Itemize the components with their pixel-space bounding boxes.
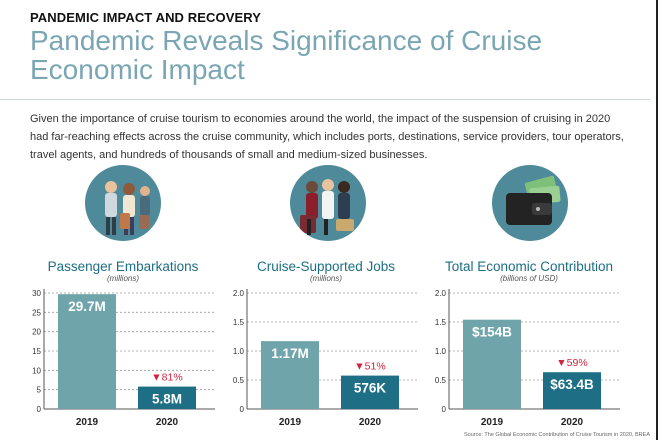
x-tick-label: 2020 <box>561 417 584 428</box>
x-tick-label: 2019 <box>481 417 504 428</box>
bar-2020 <box>543 372 601 409</box>
bar-2019 <box>58 294 116 409</box>
x-tick-label: 2020 <box>156 417 179 428</box>
panel-subtitle-jobs: (millions) <box>310 274 342 283</box>
intro-paragraph: Given the importance of cruise tourism t… <box>30 113 624 161</box>
y-tick-label: 1.5 <box>435 318 447 327</box>
panel-title-contribution: Total Economic Contribution <box>444 259 614 274</box>
chart-cruise-supported-jobs: 0 0.5 1.0 1.5 2.0 1.17M 2019 576K 2020 ▼51% <box>233 289 418 428</box>
source-note: Source: The Global Economic Contribution… <box>464 432 650 438</box>
y-tick-label: 15 <box>32 347 41 356</box>
page-edge-line <box>656 0 658 440</box>
panel-subtitle-contribution: (billions of USD) <box>500 274 558 283</box>
bar-value-label: 29.7M <box>68 299 106 314</box>
crew-icon <box>290 165 366 241</box>
bar-value-label: 5.8M <box>152 392 182 407</box>
bar-2020 <box>341 375 399 409</box>
y-tick-label: 2.0 <box>435 289 447 298</box>
section-kicker: PANDEMIC IMPACT AND RECOVERY <box>30 10 262 25</box>
y-tick-label: 2.0 <box>233 289 245 298</box>
panel-subtitle-embarkations: (millions) <box>107 274 139 283</box>
bar-2019 <box>463 319 521 409</box>
wallet-icon <box>492 165 568 241</box>
y-tick-label: 0.5 <box>233 376 245 385</box>
x-tick-label: 2019 <box>279 417 302 428</box>
y-tick-label: 0 <box>240 405 245 414</box>
x-tick-label: 2019 <box>76 417 99 428</box>
bar-2019 <box>261 341 319 409</box>
x-tick-label: 2020 <box>359 417 382 428</box>
y-tick-label: 0 <box>442 405 447 414</box>
y-tick-label: 0 <box>37 405 42 414</box>
y-tick-label: 30 <box>32 289 41 298</box>
y-tick-label: 1.5 <box>233 318 245 327</box>
bar-value-label: 576K <box>354 381 387 396</box>
bar-2020 <box>138 386 196 409</box>
panel-title-jobs: Cruise-Supported Jobs <box>256 259 396 274</box>
chart-total-economic-contribution: 0 0.5 1.0 1.5 2.0 $154B 2019 $63.4B 2020 ▼59% <box>435 289 620 428</box>
y-tick-label: 5 <box>37 386 42 395</box>
page-title: Pandemic Reveals Significance of Cruise … <box>30 25 543 85</box>
y-tick-label: 20 <box>32 328 41 337</box>
bar-value-label: $154B <box>472 325 512 340</box>
travelers-icon <box>85 165 161 241</box>
y-tick-label: 1.0 <box>233 347 245 356</box>
change-label: ▼81% <box>151 372 182 384</box>
bar-value-label: 1.17M <box>271 346 309 361</box>
y-tick-label: 25 <box>32 308 41 317</box>
y-tick-label: 10 <box>32 366 41 375</box>
chart-passenger-embarkations: 0 5 10 15 20 25 30 29.7M 2019 5.8M 2020 ▼81% <box>32 289 215 428</box>
y-tick-label: 1.0 <box>435 347 447 356</box>
divider <box>0 99 650 100</box>
y-tick-label: 0.5 <box>435 376 447 385</box>
change-label: ▼51% <box>354 361 385 373</box>
panel-title-embarkations: Passenger Embarkations <box>47 259 199 274</box>
bar-value-label: $63.4B <box>550 377 594 392</box>
change-label: ▼59% <box>556 357 587 369</box>
